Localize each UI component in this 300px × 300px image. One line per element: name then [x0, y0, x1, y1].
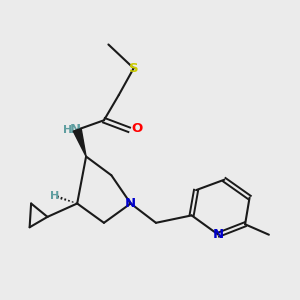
Text: O: O: [131, 122, 142, 135]
Text: N: N: [125, 197, 136, 210]
Text: N: N: [70, 123, 81, 136]
Polygon shape: [73, 128, 86, 157]
Text: N: N: [213, 228, 224, 241]
Text: H: H: [50, 191, 59, 201]
Text: H: H: [63, 125, 72, 135]
Text: S: S: [129, 62, 139, 75]
